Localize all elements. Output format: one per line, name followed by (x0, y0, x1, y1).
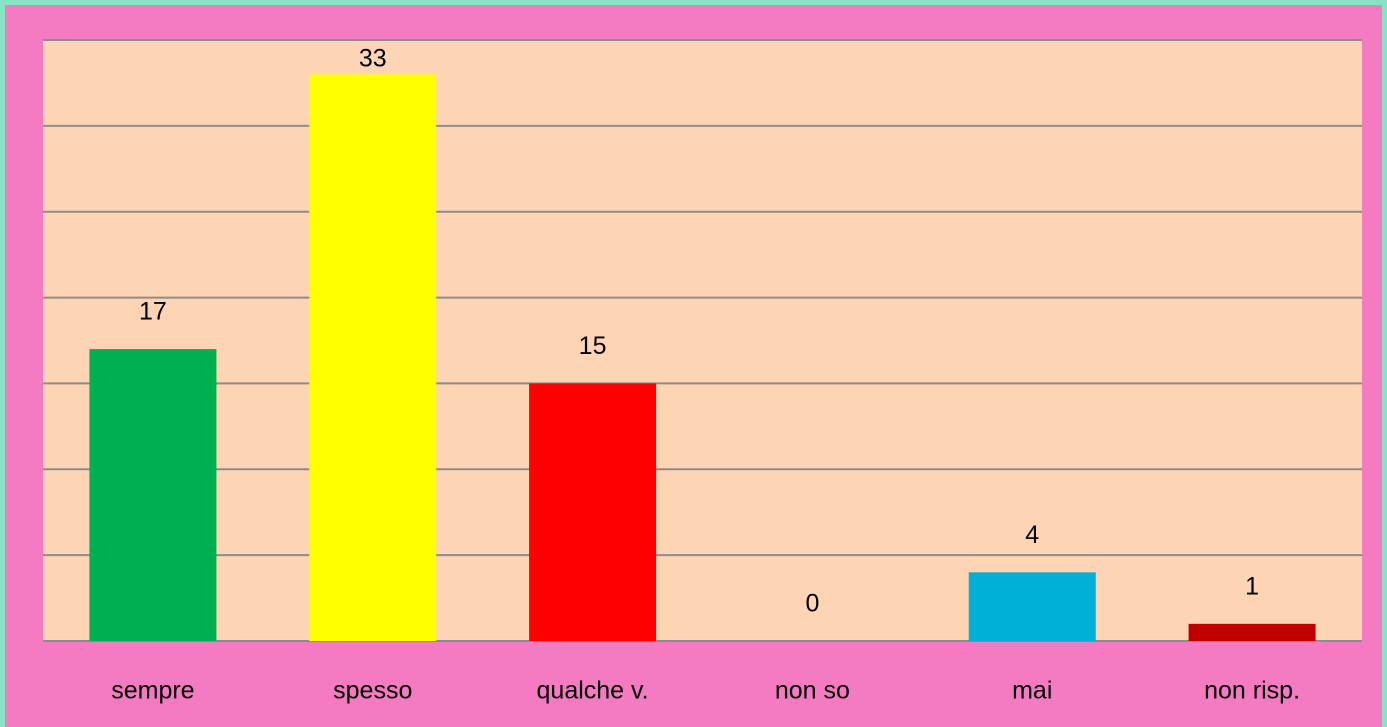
x-tick-label: sempre (111, 677, 194, 705)
data-label: 4 (1025, 521, 1039, 549)
data-label: 15 (579, 332, 607, 360)
data-label: 17 (139, 298, 167, 326)
x-tick-label: non risp. (1204, 677, 1300, 705)
plot-area (43, 40, 1362, 641)
bar (529, 383, 657, 641)
bar (89, 349, 217, 641)
x-tick-label: mai (1012, 677, 1052, 705)
bar (309, 74, 437, 642)
x-tick-label: qualche v. (537, 677, 649, 705)
bar (1188, 623, 1316, 641)
data-label: 33 (359, 45, 387, 73)
data-label: 1 (1245, 572, 1259, 600)
bar (968, 572, 1096, 641)
x-tick-label: spesso (333, 677, 412, 705)
data-label: 0 (805, 590, 819, 618)
x-tick-label: non so (775, 677, 850, 705)
